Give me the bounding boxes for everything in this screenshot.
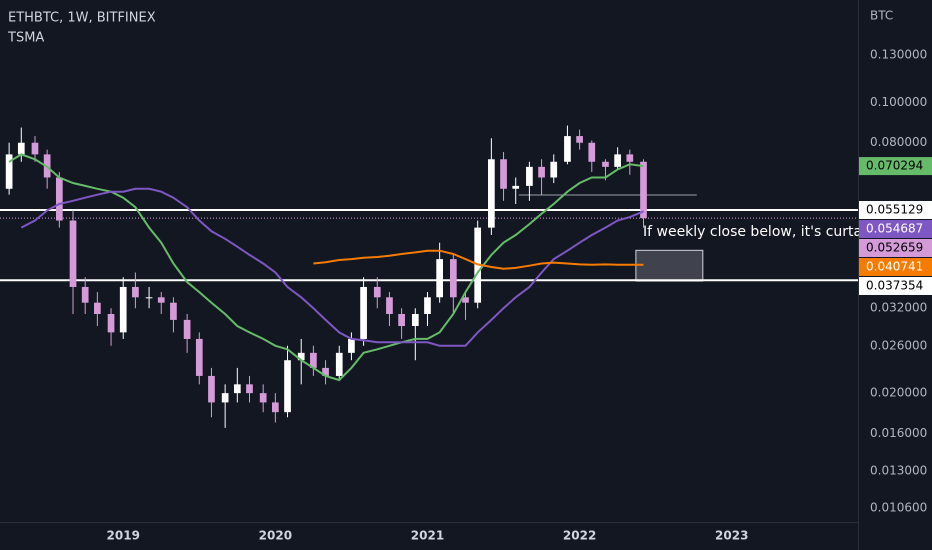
candle-body xyxy=(526,166,533,186)
candle-body xyxy=(424,297,431,314)
candle-body xyxy=(145,297,153,299)
candle-body xyxy=(107,313,115,333)
candle-body xyxy=(322,367,329,376)
candle-body xyxy=(348,338,355,353)
candle-body xyxy=(246,384,253,394)
candle-body xyxy=(462,297,469,303)
price-tag xyxy=(859,276,932,295)
price-tag-label: 0.040741 xyxy=(866,259,923,273)
candle-body xyxy=(550,161,558,178)
y-tick-label: 0.026000 xyxy=(870,338,927,352)
candle-body xyxy=(614,154,621,167)
candle-body xyxy=(360,286,367,339)
candle-body xyxy=(588,142,596,162)
indicator-name: TSMA xyxy=(7,31,44,46)
x-tick-label: 2023 xyxy=(715,529,748,543)
candle-body xyxy=(602,161,609,167)
annotation: If weekly close below, it's curtains xyxy=(643,224,882,240)
candle-body xyxy=(373,286,381,298)
candle-body xyxy=(488,159,495,228)
price-tag-label: 0.037354 xyxy=(866,278,923,292)
candle-body xyxy=(208,375,215,403)
candle-body xyxy=(94,302,101,314)
price-tag-label: 0.070294 xyxy=(866,159,923,173)
candle-body xyxy=(81,286,89,303)
price-tag-label: 0.054687 xyxy=(866,221,923,235)
candle-body xyxy=(626,154,634,162)
y-tick-label: 0.130000 xyxy=(870,48,927,62)
candle-body xyxy=(119,286,127,333)
y-tick-label: 0.010600 xyxy=(870,500,927,514)
candle-body xyxy=(576,136,583,143)
moving-average-line xyxy=(20,187,644,347)
price-tag-label: 0.052659 xyxy=(866,240,923,254)
candle-body xyxy=(538,166,545,178)
candle-body xyxy=(132,286,139,298)
axis-unit: BTC xyxy=(870,9,893,23)
x-tick-label: 2021 xyxy=(411,529,444,543)
candle-body xyxy=(512,185,520,189)
candle-body xyxy=(297,352,305,361)
x-tick-label: 2019 xyxy=(107,529,140,543)
candle-body xyxy=(69,220,77,287)
price-tag-label: 0.055129 xyxy=(866,202,923,216)
price-tag xyxy=(859,200,932,219)
y-tick-label: 0.100000 xyxy=(870,95,927,109)
moving-average-line xyxy=(8,153,644,382)
candle-body xyxy=(157,297,165,303)
candle-body xyxy=(398,313,405,327)
price-tag xyxy=(859,157,932,176)
candle-body xyxy=(55,177,63,221)
x-tick-label: 2020 xyxy=(259,529,292,543)
price-tag xyxy=(859,219,932,238)
candle-body xyxy=(640,161,647,219)
candle-body xyxy=(195,338,203,376)
y-tick-label: 0.016000 xyxy=(870,426,927,440)
zone-box xyxy=(635,249,704,282)
y-tick-label: 0.020000 xyxy=(870,386,927,400)
candle-body xyxy=(386,297,393,314)
candle-body xyxy=(170,302,177,320)
candle-body xyxy=(335,352,343,376)
candle-body xyxy=(5,154,13,189)
y-tick-label: 0.032000 xyxy=(870,301,927,315)
y-tick-label: 0.080000 xyxy=(870,135,927,149)
candle-body xyxy=(259,393,267,403)
candle-body xyxy=(500,159,507,189)
candle-body xyxy=(183,319,191,339)
candle-body xyxy=(411,313,419,327)
symbol-title: ETHBTC, 1W, BITFINEX xyxy=(8,11,156,26)
candle-body xyxy=(17,142,25,155)
candle-body xyxy=(310,352,317,368)
candle-body xyxy=(31,142,39,155)
candle-body xyxy=(284,360,291,413)
x-tick-label: 2022 xyxy=(563,529,596,543)
candle-body xyxy=(449,259,457,298)
candle-body xyxy=(272,402,279,413)
y-tick-label: 0.013000 xyxy=(870,463,927,477)
moving-average-line xyxy=(313,249,644,270)
price-tag xyxy=(859,238,932,257)
candle-body xyxy=(564,136,571,162)
candle-body xyxy=(221,393,229,403)
plot-area xyxy=(0,125,858,428)
candle-body xyxy=(436,259,443,298)
candle-body xyxy=(233,384,241,394)
price-tag xyxy=(859,257,932,276)
